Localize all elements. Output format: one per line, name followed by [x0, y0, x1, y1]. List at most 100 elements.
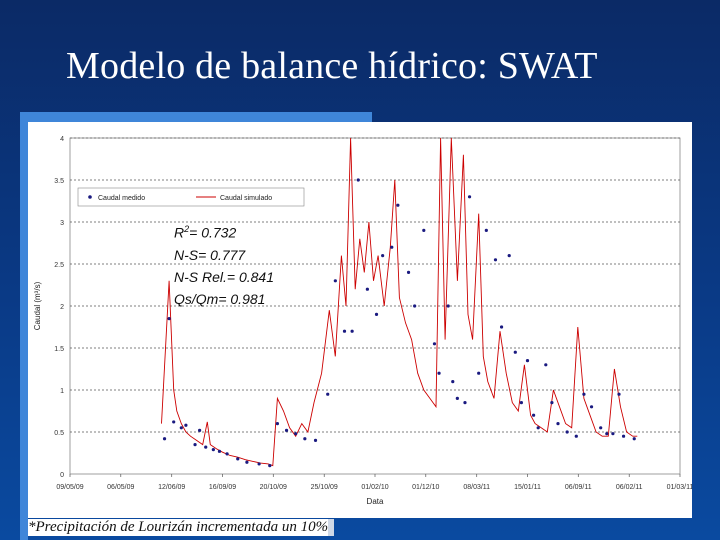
footnote: *Precipitación de Lourizán incrementada …: [28, 518, 692, 540]
data-point-caudal-medido: [356, 178, 360, 182]
y-tick-label: 0: [60, 472, 64, 479]
y-tick-label: 2: [60, 304, 64, 311]
discharge-chart: 0 0.5 1 1.5 2 2.5 3 3.5 4 09/05/09 06/05/09 12/06/0…: [33, 136, 692, 506]
x-tick-label: 09/05/09: [56, 484, 83, 491]
data-point-caudal-medido: [582, 392, 586, 396]
x-tick-label: 01/03/11: [667, 484, 692, 491]
data-point-caudal-medido: [432, 342, 437, 346]
data-point-caudal-medido: [162, 437, 167, 441]
x-tick-label: 12/06/09: [158, 484, 185, 491]
x-tick-label: 08/03/11: [463, 484, 490, 491]
x-tick-label: 15/01/11: [514, 484, 541, 491]
data-point-caudal-medido: [350, 329, 354, 333]
data-point-caudal-medido: [211, 448, 215, 452]
data-point-caudal-medido: [455, 396, 459, 400]
data-point-caudal-medido: [167, 317, 171, 321]
x-tick-label: 01/12/10: [412, 484, 439, 491]
y-tick-label: 0.5: [54, 430, 64, 437]
data-point-caudal-medido: [565, 430, 569, 434]
x-tick-label: 25/10/09: [311, 484, 338, 491]
accent-bar-left: [20, 112, 28, 540]
y-tick-label: 1.5: [54, 346, 64, 353]
slide-title: Modelo de balance hídrico: SWAT: [66, 45, 598, 87]
data-point-caudal-medido: [333, 279, 337, 283]
data-point-caudal-medido: [544, 363, 548, 367]
accent-bar: [20, 112, 372, 122]
data-point-caudal-medido: [257, 462, 261, 466]
x-axis-title: Data: [367, 497, 384, 506]
data-point-caudal-medido: [451, 380, 455, 384]
data-point-caudal-medido: [204, 445, 208, 449]
data-point-caudal-medido: [599, 426, 603, 430]
legend-label-caudal-simulado: Caudal simulado: [220, 195, 272, 202]
data-point-caudal-medido: [556, 422, 560, 426]
legend-box: [77, 187, 305, 207]
data-point-caudal-medido: [326, 392, 330, 396]
x-tick-label: 20/10/09: [260, 484, 287, 491]
data-point-caudal-medido: [532, 413, 536, 417]
data-point-caudal-medido: [225, 452, 229, 456]
x-tick-label: 06/02/11: [616, 484, 643, 491]
data-point-caudal-medido: [513, 350, 517, 354]
data-point-caudal-medido: [365, 287, 369, 291]
data-point-caudal-medido: [621, 434, 626, 438]
data-point-caudal-medido: [413, 304, 417, 308]
data-point-caudal-medido: [193, 443, 197, 447]
data-point-caudal-medido: [574, 434, 578, 438]
data-point-caudal-medido: [268, 464, 272, 468]
data-point-caudal-medido: [632, 437, 636, 441]
data-point-caudal-medido: [284, 428, 289, 432]
data-point-caudal-medido: [381, 254, 385, 258]
data-point-caudal-medido: [484, 228, 488, 232]
y-tick-label: 1: [60, 388, 64, 395]
data-point-caudal-medido: [467, 195, 472, 199]
data-point-caudal-medido: [519, 401, 523, 405]
data-point-caudal-medido: [446, 304, 450, 308]
data-point-caudal-medido: [245, 460, 249, 464]
data-point-caudal-medido: [437, 371, 441, 375]
y-tick-label: 3.5: [54, 178, 64, 185]
x-tick-label: 16/09/09: [209, 484, 236, 491]
footnote-text: *Precipitación de Lourizán incrementada …: [28, 519, 335, 536]
data-point-caudal-medido: [463, 401, 467, 405]
data-point-caudal-medido: [179, 426, 183, 430]
data-point-caudal-medido: [342, 329, 347, 333]
ns-stat: N-S= 0.777: [174, 246, 246, 263]
statistics-box: R2= 0.732 N-S= 0.777 N-S Rel.= 0.841 Qs/…: [174, 218, 274, 310]
data-point-caudal-medido: [507, 254, 511, 258]
data-point-caudal-medido: [396, 203, 400, 207]
y-tick-label: 3: [60, 220, 64, 227]
data-point-caudal-medido: [536, 426, 540, 430]
data-point-caudal-medido: [313, 438, 318, 442]
data-point-caudal-medido: [589, 405, 594, 409]
series-line-caudal-simulado: [161, 137, 638, 467]
data-point-caudal-medido: [406, 270, 411, 274]
x-tick-label: 06/09/11: [565, 484, 592, 491]
data-point-caudal-medido: [605, 432, 609, 436]
data-point-caudal-medido: [374, 312, 379, 316]
data-point-caudal-medido: [294, 432, 298, 436]
data-point-caudal-medido: [550, 401, 554, 405]
data-point-caudal-medido: [499, 325, 504, 329]
y-tick-label: 4: [60, 136, 64, 143]
qs-qm-stat: Qs/Qm= 0.981: [174, 290, 266, 307]
y-axis-title: Caudal (m³/s): [33, 281, 42, 330]
data-point-caudal-medido: [303, 437, 307, 441]
data-point-caudal-medido: [611, 432, 615, 436]
ns-rel-stat: N-S Rel.= 0.841: [174, 268, 274, 285]
data-point-caudal-medido: [184, 423, 188, 427]
legend-label-caudal-medido: Caudal medido: [98, 195, 145, 202]
data-point-caudal-medido: [172, 420, 176, 424]
data-point-caudal-medido: [217, 449, 222, 453]
data-point-caudal-medido: [493, 258, 498, 262]
y-tick-label: 2.5: [54, 262, 64, 269]
data-point-caudal-medido: [422, 228, 426, 232]
data-point-caudal-medido: [390, 245, 394, 249]
legend-marker-caudal-medido: [88, 195, 92, 199]
data-point-caudal-medido: [617, 392, 621, 396]
chart-panel: 0 0.5 1 1.5 2 2.5 3 3.5 4 09/05/09 06/05/09 12/06/0…: [28, 122, 692, 518]
data-point-caudal-medido: [525, 359, 530, 363]
data-point-caudal-medido: [236, 457, 240, 461]
x-tick-label: 01/02/10: [361, 484, 388, 491]
data-point-caudal-medido: [477, 371, 481, 375]
